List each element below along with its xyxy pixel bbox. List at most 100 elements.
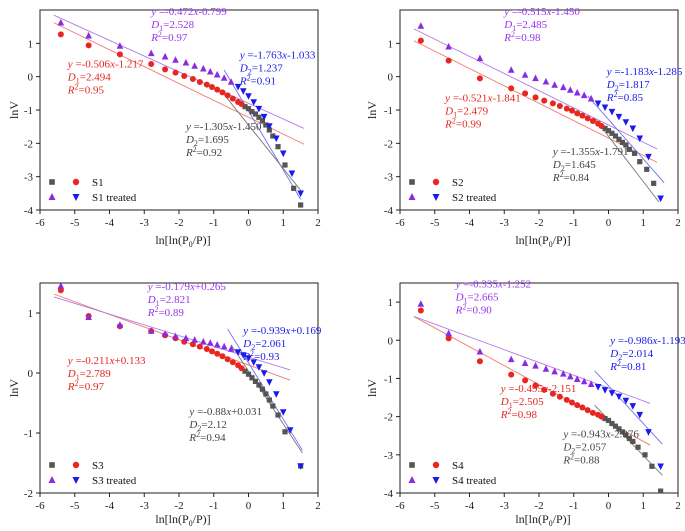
x-tick-label: 1 (281, 217, 287, 229)
equation-text: y =-0.179x+0.265 (147, 281, 227, 293)
point-red-circle (148, 61, 155, 67)
y-tick-label: -2 (24, 138, 33, 150)
y-tick-label: 0 (388, 335, 394, 347)
x-tick-label: -2 (534, 500, 543, 512)
point-gray-square (252, 111, 259, 117)
equation-text: y =-0.88x+0.031 (188, 406, 262, 418)
x-tick-label: 2 (315, 217, 321, 229)
panel-s4: -6 -5 -4 -3 -2 -1 0 1 2 -4 -3 -2 -1 0 1 ln[ln(P0/P)] lnV… (365, 279, 685, 528)
y-tick-label: -1 (384, 105, 393, 117)
point-blue-triangle (645, 429, 652, 436)
x-tick-label: -6 (395, 500, 405, 512)
point-blue-triangle (615, 113, 623, 121)
equation-text: R2=0.98 (500, 407, 538, 421)
legend-purple-triangle (48, 476, 56, 483)
point-red-circle (203, 346, 210, 352)
point-gray-square (635, 444, 641, 450)
point-gray-square (259, 386, 265, 392)
legend-purple-triangle (48, 193, 56, 200)
point-blue-triangle (234, 83, 242, 91)
y-tick-label: 0 (388, 72, 394, 84)
point-purple-triangle (542, 365, 550, 372)
point-purple-triangle (532, 362, 539, 369)
y-tick-label: -4 (24, 205, 34, 217)
equation-text: R2=0.97 (67, 379, 105, 393)
point-purple-triangle (172, 56, 179, 63)
point-gray-square (249, 109, 255, 115)
point-blue-triangle (657, 463, 664, 471)
point-red-circle (189, 76, 196, 82)
equation-text: D2=1.695 (185, 134, 229, 148)
x-axis-title: ln[ln(P0/P)] (515, 512, 570, 528)
x-tick-label: -2 (534, 217, 543, 229)
point-red-circle (522, 90, 529, 97)
point-red-circle (219, 89, 226, 96)
fit-line-purple (53, 14, 305, 129)
legend-red-circle (432, 178, 440, 186)
point-red-circle (214, 350, 221, 357)
x-tick-label: 0 (606, 217, 612, 229)
point-gray-square (609, 130, 615, 136)
y-tick-label: 1 (28, 38, 34, 50)
x-tick-label: -2 (174, 500, 183, 512)
y-tick-label: 1 (388, 297, 394, 309)
point-red-circle (209, 84, 216, 90)
point-red-circle (476, 75, 483, 82)
point-blue-triangle (622, 119, 630, 126)
point-red-circle (238, 365, 245, 372)
equation-text: D2=2.12 (188, 419, 226, 433)
point-gray-square (270, 133, 276, 139)
point-blue-triangle (297, 463, 304, 470)
y-axis-title: lnV (7, 101, 21, 119)
y-tick-label: -3 (384, 450, 394, 462)
equation-text: D1=2.485 (503, 19, 547, 33)
point-gray-square (619, 429, 625, 435)
point-blue-triangle (645, 153, 652, 161)
point-purple-triangle (147, 49, 155, 57)
point-purple-triangle (521, 71, 529, 78)
legend-red-circle (432, 461, 440, 469)
point-blue-triangle (239, 88, 247, 95)
legend-label-untreated: S1 (92, 177, 104, 189)
point-red-circle (589, 118, 596, 124)
x-tick-label: -4 (105, 217, 115, 229)
point-red-circle (116, 51, 123, 58)
x-tick-label: -3 (500, 500, 510, 512)
point-red-circle (541, 386, 548, 393)
point-gray-square (612, 133, 619, 139)
x-tick-label: -1 (569, 217, 578, 229)
x-tick-label: -5 (430, 217, 440, 229)
equation-text: y =-0.472x-0.799 (150, 6, 227, 18)
point-red-circle (579, 404, 586, 411)
point-gray-square (651, 180, 657, 186)
legend-gray-square (49, 179, 55, 185)
point-blue-triangle (601, 387, 609, 394)
equation-text: R2=0.85 (606, 90, 644, 104)
point-gray-square (263, 391, 269, 397)
point-blue-triangle (260, 113, 268, 121)
y-tick-label: 1 (388, 38, 394, 50)
x-axis-title: ln[ln(P0/P)] (155, 233, 210, 249)
equation-text: y =-1.183x-1.285 (606, 66, 683, 78)
point-red-circle (584, 407, 591, 414)
y-tick-label: -4 (384, 488, 394, 500)
point-purple-triangle (551, 367, 558, 375)
equation-text: R2=0.92 (185, 145, 222, 159)
point-purple-triangle (116, 42, 124, 49)
point-blue-triangle (615, 393, 623, 401)
point-gray-square (642, 452, 648, 458)
x-tick-label: -2 (174, 217, 183, 229)
equation-text: D2=2.014 (609, 348, 653, 362)
point-purple-triangle (147, 327, 155, 334)
point-gray-square (605, 417, 612, 424)
point-purple-triangle (200, 338, 207, 345)
point-gray-square (282, 162, 288, 168)
equation-text: R2=0.98 (503, 30, 541, 44)
equation-text: y =-0.943x-2.076 (562, 429, 639, 441)
point-red-circle (598, 123, 605, 129)
point-red-circle (569, 107, 576, 114)
x-tick-label: -4 (465, 217, 475, 229)
point-purple-triangle (57, 283, 65, 289)
equation-text: D1=2.505 (500, 396, 544, 410)
point-purple-triangle (573, 88, 581, 96)
